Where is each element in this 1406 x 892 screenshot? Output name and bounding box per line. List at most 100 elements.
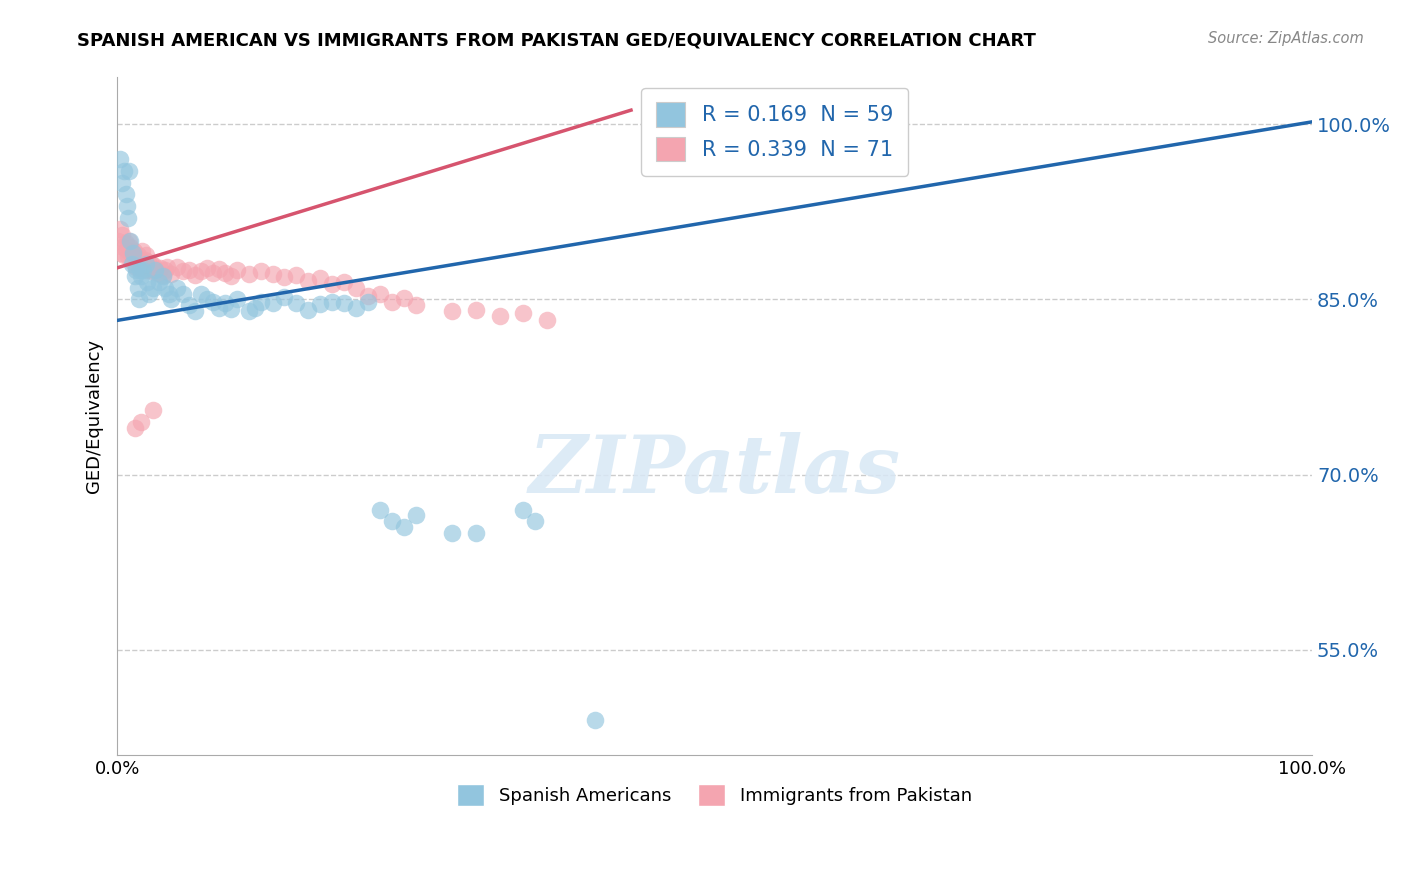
Point <box>166 281 188 295</box>
Point <box>111 228 134 243</box>
Point <box>344 281 367 295</box>
Point <box>142 259 165 273</box>
Point <box>129 415 152 429</box>
Point <box>142 403 165 417</box>
Point <box>536 313 558 327</box>
Point <box>160 267 183 281</box>
Point <box>368 502 391 516</box>
Point <box>129 252 152 267</box>
Point <box>262 267 284 281</box>
Point <box>249 294 271 309</box>
Point <box>157 286 180 301</box>
Point <box>309 271 332 285</box>
Point <box>118 234 141 248</box>
Point <box>512 306 534 320</box>
Text: Source: ZipAtlas.com: Source: ZipAtlas.com <box>1208 31 1364 46</box>
Point <box>153 263 176 277</box>
Point <box>201 294 224 309</box>
Point <box>392 291 415 305</box>
Point <box>120 240 142 254</box>
Point <box>190 264 212 278</box>
Point <box>190 286 212 301</box>
Point <box>128 263 150 277</box>
Point <box>136 263 159 277</box>
Point <box>273 290 295 304</box>
Point <box>145 263 167 277</box>
Point <box>125 260 148 274</box>
Point <box>309 297 332 311</box>
Point <box>583 713 606 727</box>
Point <box>128 253 150 268</box>
Point <box>115 199 138 213</box>
Point <box>121 245 143 260</box>
Point <box>177 263 200 277</box>
Point <box>136 255 159 269</box>
Point <box>122 244 145 259</box>
Point <box>238 267 260 281</box>
Point <box>120 234 142 248</box>
Point <box>139 257 162 271</box>
Point <box>184 268 207 282</box>
Point <box>214 296 236 310</box>
Point <box>118 164 141 178</box>
Point <box>381 294 404 309</box>
Point <box>195 260 218 275</box>
Point <box>114 187 136 202</box>
Point <box>208 301 231 315</box>
Point <box>112 240 135 254</box>
Text: SPANISH AMERICAN VS IMMIGRANTS FROM PAKISTAN GED/EQUIVALENCY CORRELATION CHART: SPANISH AMERICAN VS IMMIGRANTS FROM PAKI… <box>77 31 1036 49</box>
Point <box>128 260 150 275</box>
Point <box>238 304 260 318</box>
Point <box>127 281 149 295</box>
Point <box>405 508 427 523</box>
Point <box>114 236 136 251</box>
Point <box>124 252 146 266</box>
Point <box>131 244 153 259</box>
Point <box>145 262 167 277</box>
Point <box>115 244 138 258</box>
Point <box>524 514 547 528</box>
Point <box>121 255 143 269</box>
Point <box>107 234 129 248</box>
Point <box>121 248 143 262</box>
Point <box>135 257 157 271</box>
Point <box>132 263 155 277</box>
Point <box>117 249 139 263</box>
Point <box>512 502 534 516</box>
Point <box>333 275 356 289</box>
Point <box>134 252 156 267</box>
Point <box>132 260 155 274</box>
Point <box>344 301 367 315</box>
Point <box>273 270 295 285</box>
Point <box>138 286 160 301</box>
Point <box>488 309 510 323</box>
Point <box>297 274 319 288</box>
Point <box>392 520 415 534</box>
Point <box>381 514 404 528</box>
Point <box>117 211 139 225</box>
Point <box>166 260 188 274</box>
Point <box>135 248 157 262</box>
Point <box>112 248 135 262</box>
Point <box>219 268 242 283</box>
Point <box>184 304 207 318</box>
Point <box>357 294 380 309</box>
Legend: Spanish Americans, Immigrants from Pakistan: Spanish Americans, Immigrants from Pakis… <box>450 777 979 814</box>
Point <box>160 293 183 307</box>
Point <box>128 293 150 307</box>
Point <box>285 268 308 282</box>
Point <box>333 296 356 310</box>
Point <box>321 277 343 292</box>
Point <box>124 268 146 283</box>
Point <box>153 281 176 295</box>
Point <box>440 304 463 318</box>
Text: ZIPatlas: ZIPatlas <box>529 432 901 509</box>
Point <box>464 302 486 317</box>
Point <box>405 298 427 312</box>
Point <box>172 264 194 278</box>
Point <box>108 152 131 166</box>
Point <box>321 294 343 309</box>
Point <box>243 301 266 315</box>
Point <box>464 526 486 541</box>
Point <box>124 421 146 435</box>
